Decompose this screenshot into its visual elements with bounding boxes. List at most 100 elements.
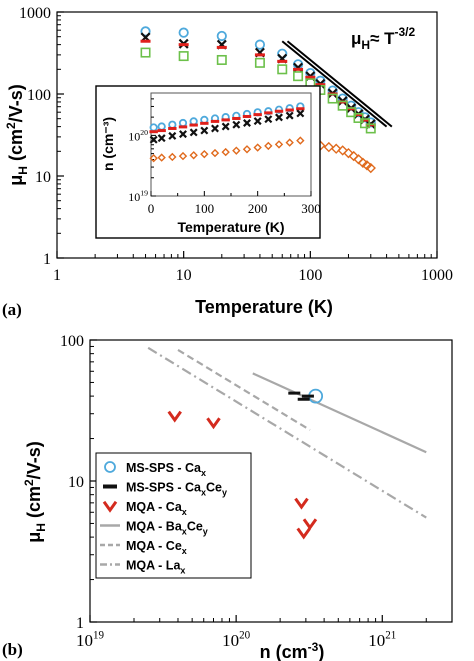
legend-label-sub: x: [182, 527, 187, 537]
legend-marker-circle: [104, 461, 116, 473]
panel-label-b: (b): [2, 640, 23, 659]
inset-data-point-diamond: [232, 146, 241, 155]
inset-data-point-circle: [264, 107, 273, 116]
inset-data-point-diamond: [253, 143, 262, 152]
legend-label-mid: Ce: [206, 481, 222, 495]
y-tick-label-b: 100: [60, 333, 84, 350]
legend-label-main: MQA - Ca: [126, 500, 183, 514]
data-point-square: [365, 123, 376, 134]
inset-data-point-cross: [296, 109, 305, 118]
legend-label-sub: x: [182, 507, 187, 517]
data-point-square: [140, 47, 151, 58]
inset-y-tick-label: 1019: [128, 189, 148, 204]
inset-x-tick-label: 0: [148, 201, 155, 216]
annotation-sub: H: [361, 38, 370, 52]
inset-data-point-cross: [264, 115, 273, 124]
inset-data-point-cross: [157, 134, 166, 143]
inset-data-point-cross: [200, 126, 209, 135]
inset-data-point-diamond: [242, 145, 252, 154]
inset-data-point-cross: [168, 131, 177, 140]
xlabel-b-sup: -3: [308, 640, 319, 654]
inset-data-point-diamond: [149, 154, 158, 163]
tick-exponent: 20: [239, 629, 251, 641]
power-law-guide-line: [281, 40, 388, 128]
legend-label-sub: x: [201, 468, 206, 478]
data-point-diamond: [365, 162, 376, 174]
legend-label-sub: x: [180, 566, 185, 576]
legend-label-main: MS-SPS - Ca: [126, 461, 202, 475]
ylabel-b-sup: 2: [22, 479, 36, 486]
x-tick-label: 1: [53, 267, 61, 284]
data-point-diamond: [348, 150, 359, 162]
x-tick-label: 100: [298, 267, 322, 284]
x-tick-label-b: 1019: [76, 629, 105, 650]
x-tick-label: 10: [176, 267, 192, 284]
series-line-solid: [252, 372, 427, 454]
ylabel-sup: 2: [4, 122, 18, 129]
data-point-square: [353, 112, 364, 123]
inset-data-point-diamond: [157, 153, 166, 162]
inset-data-point-cross: [275, 113, 283, 122]
data-point-square: [254, 57, 265, 68]
tick-base: 10: [128, 129, 140, 143]
annotation-mu: μ: [351, 29, 361, 48]
legend-entry-label: MQA - Cax: [126, 500, 187, 517]
inset-data-point-diamond: [285, 138, 294, 147]
data-point-diamond: [323, 141, 335, 153]
inset-data-point-cross: [253, 117, 262, 126]
data-point-diamond: [337, 145, 348, 156]
legend-entry-label: MQA - Lax: [126, 559, 185, 576]
ylabel-unit-end: /V-s): [6, 84, 26, 122]
inset-x-axis-label: Temperature (K): [177, 219, 284, 235]
inset-data-point-cross: [221, 122, 230, 131]
inset-y-tick-label: 1020: [128, 128, 148, 143]
legend-label-main: MS-SPS - Ca: [126, 481, 202, 495]
inset-data-point-diamond: [274, 140, 284, 149]
data-point-diamond: [343, 147, 354, 159]
inset-data-point-diamond: [264, 141, 273, 151]
y-tick-label: 1: [43, 251, 51, 268]
xlabel-b-end: ): [318, 642, 324, 661]
ylabel-b-unit-end: /V-s): [24, 441, 44, 479]
legend-label-sub2: y: [222, 488, 227, 498]
data-point-b-check: [302, 518, 318, 531]
legend-label-sub: x: [201, 488, 206, 498]
inset-y-axis-label: n (cm⁻³): [100, 117, 116, 171]
legend-marker-check: [102, 500, 118, 513]
x-tick-label: 1000: [421, 267, 453, 284]
tick-base: 10: [222, 631, 239, 650]
tick-exponent: 21: [385, 629, 396, 641]
y-tick-label-b: 10: [68, 474, 84, 491]
y-axis-label: μH (cm2/V-s): [4, 84, 30, 185]
legend-entry-label: MS-SPS - CaxCey: [126, 481, 227, 498]
legend-entry-label: MS-SPS - Cax: [126, 461, 206, 478]
data-point-b-check: [206, 417, 221, 430]
inset-data-point-circle: [274, 105, 284, 114]
x-axis-label: Temperature (K): [195, 297, 333, 317]
x-axis-label-b: n (cm-3): [260, 640, 325, 661]
annotation-sup: -3/2: [395, 25, 416, 39]
inset-data-point-diamond: [189, 151, 198, 160]
x-tick-label-b: 1021: [368, 629, 396, 650]
inset-data-point-diamond: [296, 136, 305, 145]
data-point-b-check: [296, 527, 311, 540]
panel-label-a: (a): [2, 300, 22, 319]
inset-data-point-diamond: [221, 147, 230, 157]
data-point-diamond: [330, 143, 342, 154]
legend-label-main: MQA - Ce: [126, 539, 182, 553]
annotation-mid: ≈ T: [370, 29, 395, 48]
y-axis-label-b: μH (cm2/V-s): [22, 441, 48, 542]
data-point-b-check: [167, 410, 182, 423]
series-line-dashed: [177, 349, 311, 431]
legend-label-mid: Ce: [187, 520, 203, 534]
plot-frame: [56, 11, 438, 259]
ylabel-unit: (cm: [6, 129, 26, 166]
data-point-circle: [140, 26, 151, 37]
inset-data-point-cross: [285, 111, 294, 120]
data-point-circle: [254, 39, 266, 50]
legend-entry-label: MQA - BaxCey: [126, 520, 208, 537]
power-law-annotation: μH≈ T-3/2: [351, 25, 416, 52]
